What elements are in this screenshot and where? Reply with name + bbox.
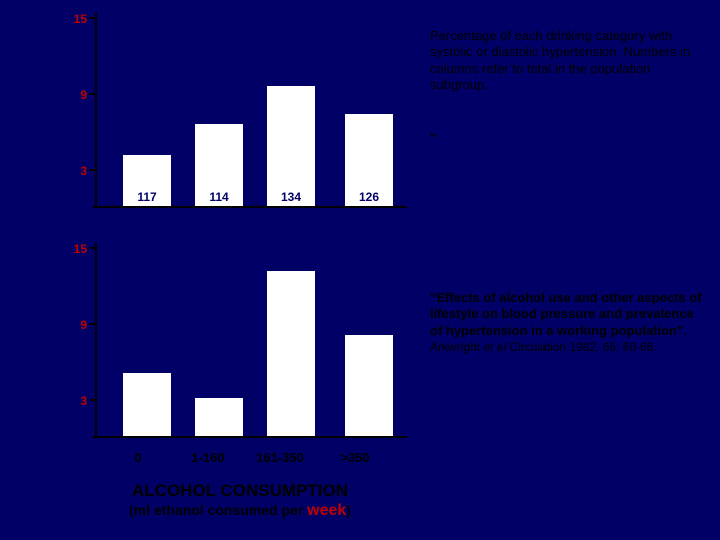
xaxis-l2-accent: week [307, 502, 346, 519]
y-axis [95, 243, 97, 438]
y-tick [89, 17, 95, 19]
column-count-label: 117 [123, 190, 171, 204]
x-axis [93, 206, 407, 208]
x-axis-title-line2: (ml ethanol consumed per week) [60, 501, 420, 521]
y-tick-label: 15 [67, 12, 87, 26]
citation-text: “Effects of alcohol use and other aspect… [430, 290, 708, 355]
diastolic-y-axis-label: PERCENT OF GROUP WITH DIASTOLIC PRESSURE… [0, 321, 64, 365]
xaxis-l2-post: ) [346, 502, 351, 518]
systolic-y-axis-label: PERCENT OF GROUP WITH SYSTOLIC PRESSURE … [0, 91, 64, 135]
bar [267, 271, 315, 436]
y-axis [95, 13, 97, 208]
column-count-label: 134 [267, 190, 315, 204]
y-tick-label: 9 [67, 88, 87, 102]
x-category-label: >350 [325, 450, 385, 465]
bar [345, 335, 393, 436]
y-tick [89, 323, 95, 325]
x-category-label: 1-160 [178, 450, 238, 465]
x-category-label: 0 [108, 450, 168, 465]
x-axis-title-line1: ALCOHOL CONSUMPTION [60, 480, 420, 501]
caption-text: Percentage of each drinking category wit… [430, 28, 708, 93]
y-tick [89, 169, 95, 171]
y-tick-label: 9 [67, 318, 87, 332]
cite-pre: Arkwright [430, 340, 483, 354]
y-tick-label: 3 [67, 394, 87, 408]
y-tick-label: 15 [67, 242, 87, 256]
citation-title: “Effects of alcohol use and other aspect… [430, 290, 702, 338]
cite-ital: et al [483, 340, 506, 354]
cite-post: Circulation 1982, 66: 60-66. [506, 340, 657, 354]
y-tick-label: 3 [67, 164, 87, 178]
systolic-panel: PERCENT OF GROUP WITH SYSTOLIC PRESSURE … [15, 8, 425, 228]
x-axis-title: ALCOHOL CONSUMPTION (ml ethanol consumed… [60, 480, 420, 521]
diastolic-plot: 3915 [95, 248, 405, 438]
x-axis [93, 436, 407, 438]
column-count-label: 126 [345, 190, 393, 204]
xaxis-l2-pre: (ml ethanol consumed per [129, 502, 307, 518]
y-tick [89, 93, 95, 95]
y-tick [89, 399, 95, 401]
bar [267, 86, 315, 206]
y-tick [89, 247, 95, 249]
diastolic-panel: PERCENT OF GROUP WITH DIASTOLIC PRESSURE… [15, 238, 425, 458]
stray-quote-mark: “ [430, 130, 708, 146]
x-category-label: 161-350 [250, 450, 310, 465]
chart-region: PERCENT OF GROUP WITH SYSTOLIC PRESSURE … [15, 8, 425, 478]
citation-reference: Arkwright et al Circulation 1982, 66: 60… [430, 340, 657, 354]
slide-root: PERCENT OF GROUP WITH SYSTOLIC PRESSURE … [0, 0, 720, 540]
systolic-plot: 3915117114134126 [95, 18, 405, 208]
bar [123, 373, 171, 436]
bar [195, 398, 243, 436]
column-count-label: 114 [195, 190, 243, 204]
